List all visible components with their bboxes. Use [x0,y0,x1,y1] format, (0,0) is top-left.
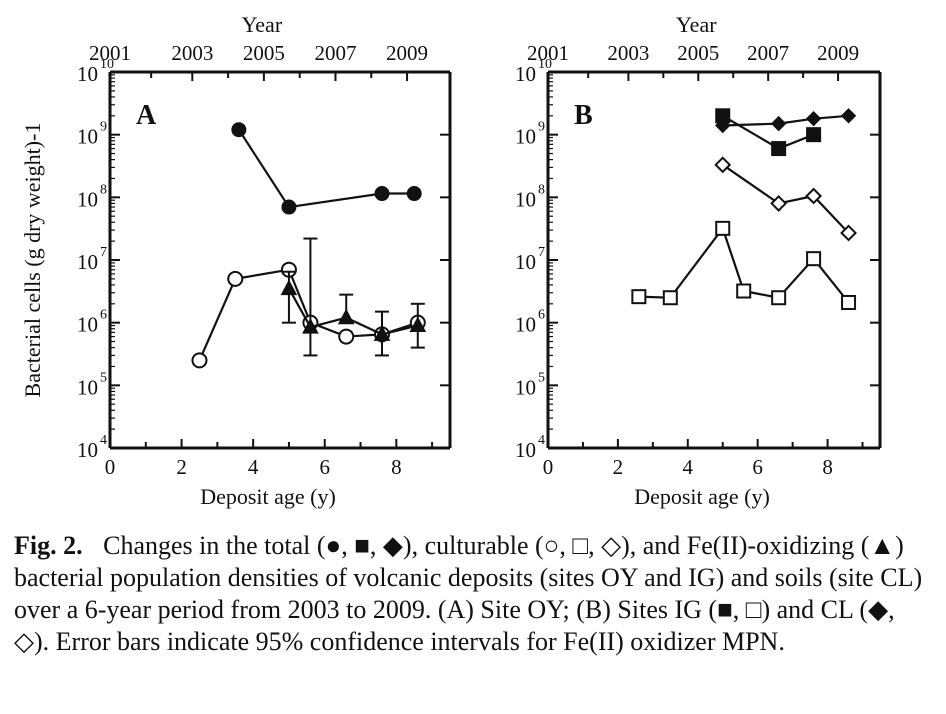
x-tick-label: 8 [391,455,402,479]
x2-tick-label: 2005 [243,41,285,65]
x2-axis-label: Year [242,12,283,37]
figure: 0 2 4 6 8 Deposit age (y) 2001 2003 2005 2007 2009… [20,12,882,509]
y-tick-exponent: 10 [100,57,114,72]
panel-b: 0 2 4 6 8 Deposit age (y) 2001 2003 2005 2007 2009… [515,12,882,509]
y-axis-label: Bacterial cells (g dry weight)-1 [20,123,45,398]
data-point-filled-circle [231,122,247,138]
x2-axis-label: Year [676,12,717,37]
y-tick-exponent: 8 [538,182,545,197]
data-point-open-diamond [714,156,732,174]
figure-caption: Fig. 2. Changes in the total (●, ■, ◆), … [14,530,932,658]
data-point-filled-circle [406,186,422,202]
data-point-filled-diamond [840,108,857,124]
y-tick-label: 10 [77,438,98,462]
x2-tick-label: 2009 [817,41,859,65]
x2-tick-label: 2007 [314,41,356,65]
x-tick-label: 2 [176,455,187,479]
y-tick-label: 10 [77,313,98,337]
data-point-open-circle [227,270,244,287]
y-tick-label: 10 [515,438,536,462]
y-tick-label: 10 [515,62,536,86]
data-point-open-square [662,290,678,306]
series-line [722,163,850,234]
x2-tick-label: 2001 [89,41,131,65]
x2-tick-label: 2005 [677,41,719,65]
y-tick-label: 10 [77,187,98,211]
x-axis-label: Deposit age (y) [200,484,336,509]
x2-tick-label: 2009 [386,41,428,65]
caption-text: Changes in the total (●, ■, ◆), culturab… [14,531,923,656]
x-tick-label: 8 [822,455,833,479]
data-point-filled-triangle [409,316,427,333]
y-tick-label: 10 [515,375,536,399]
data-point-open-square [841,294,857,310]
data-point-open-square [771,290,787,306]
x-tick-label: 2 [613,455,624,479]
data-point-filled-circle [281,199,297,215]
y-tick-exponent: 10 [538,57,552,72]
x-axis-label: Deposit age (y) [634,484,770,509]
data-point-open-square [806,251,822,267]
data-point-filled-diamond [805,110,822,127]
data-point-open-circle [338,328,355,345]
x2-tick-label: 2007 [747,41,789,65]
x-tick-label: 6 [752,455,763,479]
x-tick-label: 0 [543,455,554,479]
data-point-open-diamond [840,224,857,242]
y-tick-label: 10 [77,250,98,274]
y-tick-label: 10 [515,313,536,337]
caption-label: Fig. 2. [14,531,83,560]
x-tick-label: 0 [105,455,116,479]
y-tick-exponent: 7 [538,245,545,260]
y-tick-label: 10 [515,250,536,274]
data-point-open-square [631,289,647,305]
panel-label: B [574,100,593,131]
data-point-open-circle [191,352,208,369]
data-point-filled-diamond [770,115,787,132]
y-tick-exponent: 8 [100,182,107,197]
x-tick-label: 4 [683,455,694,479]
y-tick-exponent: 7 [100,245,107,260]
panel-label: A [136,100,157,131]
data-point-open-square [736,283,752,299]
data-point-filled-triangle [280,279,298,296]
y-tick-label: 10 [515,125,536,149]
y-tick-exponent: 4 [538,433,545,448]
y-tick-exponent: 9 [538,120,545,135]
data-point-filled-square [806,127,822,143]
y-tick-exponent: 6 [538,308,545,323]
x2-tick-label: 2003 [171,41,213,65]
x-tick-label: 4 [248,455,259,479]
data-point-filled-triangle [373,325,391,341]
y-tick-exponent: 5 [100,370,107,385]
data-point-filled-triangle [337,308,355,325]
y-tick-label: 10 [515,187,536,211]
y-tick-label: 10 [77,125,98,149]
data-point-filled-circle [374,186,390,202]
y-tick-exponent: 4 [100,433,107,448]
x2-tick-label: 2003 [607,41,649,65]
y-tick-label: 10 [77,375,98,399]
y-tick-label: 10 [77,62,98,86]
data-point-filled-triangle [302,318,319,334]
series-line [722,114,849,127]
data-point-filled-square [771,141,787,157]
series-line [237,129,415,209]
data-point-open-diamond [770,194,788,212]
data-point-filled-diamond [715,117,731,134]
data-point-open-diamond [805,187,823,205]
y-tick-exponent: 5 [538,370,545,385]
panel-a: 0 2 4 6 8 Deposit age (y) 2001 2003 2005 2007 2009… [20,12,452,509]
x2-tick-label: 2001 [527,41,569,65]
y-tick-exponent: 6 [100,308,107,323]
x-tick-label: 6 [319,455,330,479]
data-point-open-square [715,220,731,236]
y-tick-exponent: 9 [100,120,107,135]
